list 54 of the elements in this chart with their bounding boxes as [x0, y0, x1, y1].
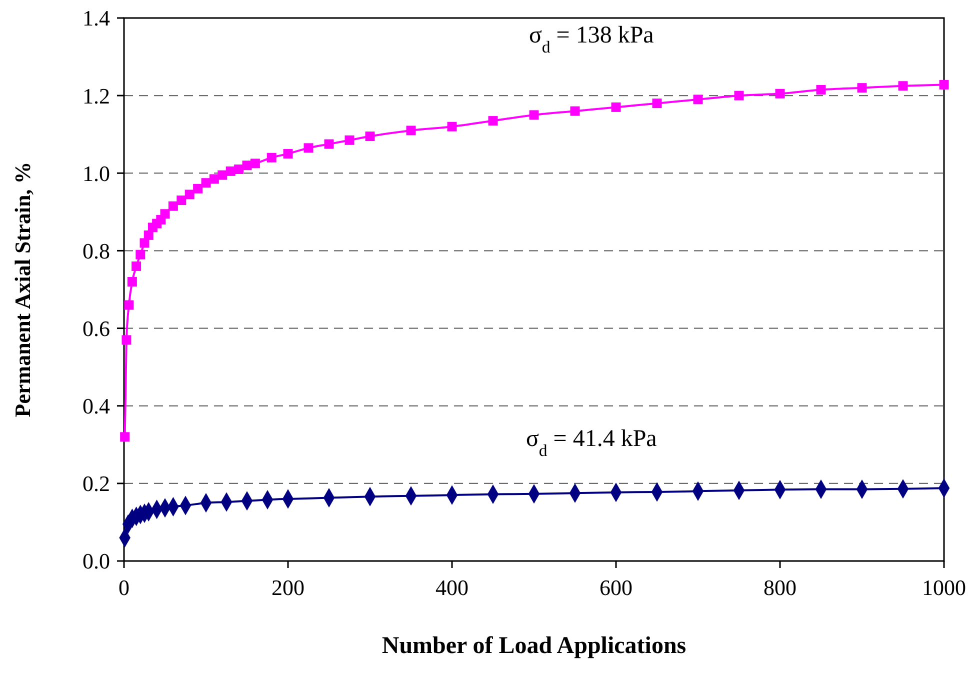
point [304, 143, 314, 153]
point [124, 300, 134, 310]
y-tick-label: 0.2 [82, 471, 110, 496]
point [283, 149, 293, 158]
point [447, 122, 457, 132]
point [344, 135, 354, 145]
x-tick-label: 0 [118, 575, 130, 600]
x-tick-label: 200 [272, 575, 304, 600]
y-tick-label: 1.4 [82, 6, 110, 31]
point [652, 98, 662, 108]
point [488, 116, 498, 126]
point [775, 88, 785, 98]
x-tick-label: 800 [764, 575, 796, 600]
point [570, 106, 580, 116]
y-tick-label: 0.0 [82, 548, 110, 574]
point [193, 184, 203, 194]
y-tick-label: 0.4 [82, 394, 110, 419]
point [122, 335, 132, 345]
annotation: σ$_{d}$ = 138 kPa [528, 22, 654, 56]
point [898, 81, 908, 91]
point [857, 83, 867, 93]
point [406, 126, 416, 136]
x-tick-label: 600 [600, 575, 632, 600]
point [816, 85, 826, 94]
point [168, 201, 178, 211]
point [209, 174, 219, 184]
point [160, 209, 170, 219]
point [693, 94, 703, 104]
point [324, 139, 334, 149]
point [365, 132, 375, 142]
y-tick-label: 0.8 [82, 238, 110, 264]
point [132, 261, 142, 271]
point [176, 196, 186, 206]
x-axis-title: Number of Load Applications [382, 633, 686, 659]
point [120, 432, 130, 442]
point [611, 102, 621, 112]
point [127, 277, 137, 286]
x-tick-label: 400 [436, 575, 468, 600]
y-axis-title: Permanent Axial Strain, % [10, 162, 35, 418]
point [250, 158, 260, 168]
y-tick-label: 1.2 [82, 83, 110, 108]
point [218, 170, 228, 180]
point [734, 90, 744, 100]
annotation: σ$_{d}$ = 41.4 kPa [526, 426, 658, 460]
y-tick-label: 1.0 [82, 160, 110, 186]
point [266, 152, 276, 162]
point [144, 230, 154, 240]
point [234, 164, 244, 174]
point [939, 80, 949, 90]
point [136, 250, 146, 260]
point [529, 110, 539, 120]
y-tick-label: 0.6 [82, 316, 110, 341]
x-tick-label: 1000 [922, 575, 966, 600]
point [184, 190, 194, 200]
